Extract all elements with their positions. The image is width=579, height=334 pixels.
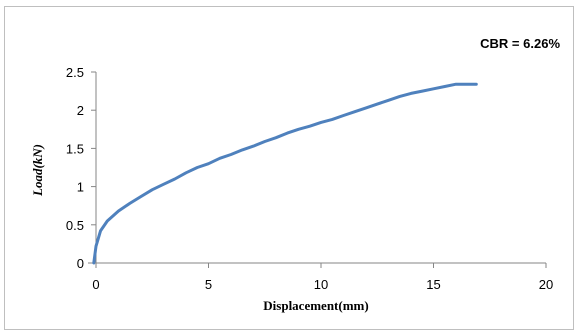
x-tick-label: 10 [314,277,328,292]
chart-frame [4,6,574,330]
x-tick-label: 15 [426,277,440,292]
series-layer [92,82,478,265]
y-tick-label: 0.5 [66,218,84,233]
x-tick-label: 20 [539,277,553,292]
y-axis-title: Load(kN) [30,144,45,197]
y-tick-label: 2.5 [66,65,84,80]
y-tick-label: 0 [77,256,84,271]
x-axis-ticks: 0 5 10 15 20 [92,263,553,292]
x-axis-title: Displacement(mm) [263,298,368,313]
y-tick-label: 1 [77,180,84,195]
y-tick-label: 1.5 [66,141,84,156]
y-axis-ticks: 0 0.5 1 1.5 2 2.5 [66,65,96,271]
x-tick-label: 5 [205,277,212,292]
y-tick-label: 2 [77,103,84,118]
x-tick-label: 0 [92,277,99,292]
axes [88,72,546,264]
cbr-annotation: CBR = 6.26% [480,36,560,51]
load-series-line [92,82,478,265]
